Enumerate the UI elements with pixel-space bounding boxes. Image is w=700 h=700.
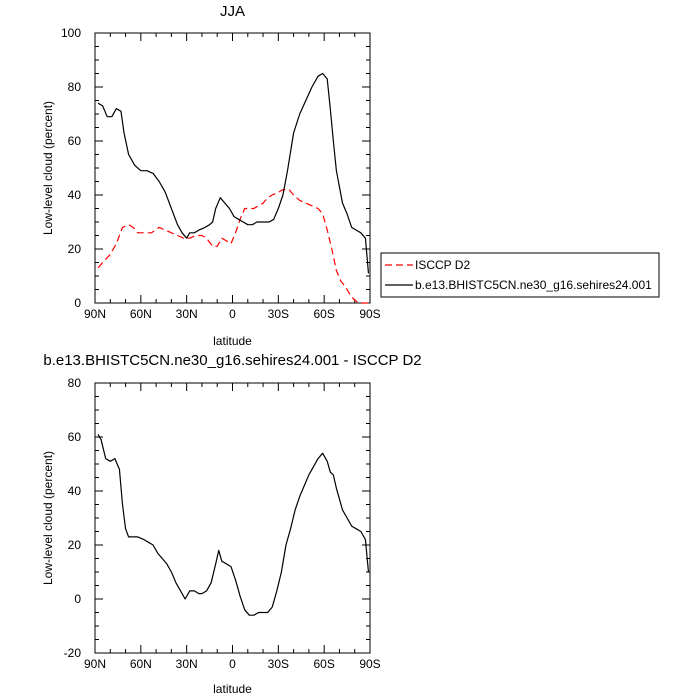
x-axis-title: latitude <box>213 682 252 696</box>
series-line-1 <box>97 189 369 304</box>
legend-box <box>380 252 660 298</box>
x-tick-label: 60N <box>130 307 152 321</box>
x-tick-label: 90N <box>84 657 106 671</box>
legend-label-2: b.e13.BHISTC5CN.ne30_g16.sehires24.001 <box>415 278 652 292</box>
x-tick-label: 60S <box>313 657 334 671</box>
x-tick-label: 0 <box>229 657 236 671</box>
series-line-1 <box>97 434 370 616</box>
y-tick-label: 80 <box>68 80 82 94</box>
y-tick-label: 40 <box>68 188 82 202</box>
chart-panel-2: b.e13.BHISTC5CN.ne30_g16.sehires24.001 -… <box>41 352 422 696</box>
x-tick-label: 30S <box>268 307 289 321</box>
x-tick-label: 30N <box>176 307 198 321</box>
y-axis-title: Low-level cloud (percent) <box>41 101 55 235</box>
y-tick-label: 40 <box>68 484 82 498</box>
chart-legend: ISCCP D2 b.e13.BHISTC5CN.ne30_g16.sehires… <box>380 252 660 298</box>
x-axis-title: latitude <box>213 334 252 348</box>
chart-title: b.e13.BHISTC5CN.ne30_g16.sehires24.001 -… <box>43 352 421 369</box>
y-tick-label: 60 <box>68 134 82 148</box>
x-tick-label: 0 <box>229 307 236 321</box>
y-tick-label: -20 <box>64 646 82 660</box>
y-tick-label: 80 <box>68 376 82 390</box>
y-axis-title: Low-level cloud (percent) <box>41 451 55 585</box>
legend-label-1: ISCCP D2 <box>415 258 470 272</box>
y-tick-label: 0 <box>74 592 81 606</box>
x-tick-label: 30S <box>268 657 289 671</box>
chart-title: JJA <box>220 3 245 20</box>
x-tick-label: 90S <box>359 307 380 321</box>
x-tick-label: 30N <box>176 657 198 671</box>
plot-frame <box>94 32 371 304</box>
y-tick-label: 0 <box>74 296 81 310</box>
plot-frame <box>94 382 371 654</box>
x-tick-label: 90S <box>359 657 380 671</box>
x-tick-label: 90N <box>84 307 106 321</box>
y-tick-label: 20 <box>68 242 82 256</box>
series-line-2 <box>97 72 370 274</box>
y-tick-label: 20 <box>68 538 82 552</box>
chart-panel-1: JJA 90N 60N 30N 0 30S 60S 90S 0 20 40 60 80 100 latitu… <box>41 3 660 348</box>
x-tick-label: 60S <box>313 307 334 321</box>
x-tick-label: 60N <box>130 657 152 671</box>
y-tick-label: 60 <box>68 430 82 444</box>
y-tick-label: 100 <box>61 26 81 40</box>
